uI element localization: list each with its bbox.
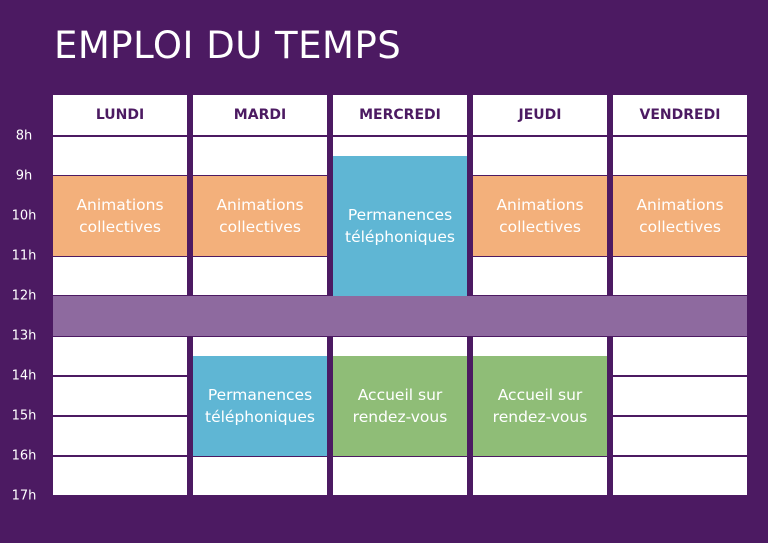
event: Animations collectives <box>613 176 747 256</box>
hour-line <box>193 495 327 497</box>
hour-line <box>53 135 187 137</box>
hour-line <box>613 375 747 377</box>
event: Animations collectives <box>193 176 327 256</box>
hour-line <box>53 415 187 417</box>
hour-line <box>193 255 327 257</box>
hour-line <box>613 335 747 337</box>
hour-label: 13h <box>11 328 37 344</box>
hour-line <box>473 455 607 457</box>
event: Animations collectives <box>53 176 187 256</box>
day-header: MERCREDI <box>359 107 441 123</box>
day-header: VENDREDI <box>639 107 721 123</box>
event: Accueil sur rendez-vous <box>333 356 467 456</box>
hour-line <box>333 335 467 337</box>
hour-line <box>333 455 467 457</box>
hour-label: 15h <box>11 408 37 424</box>
hour-line <box>613 495 747 497</box>
hour-label: 17h <box>11 488 37 504</box>
hour-line <box>613 415 747 417</box>
hour-line <box>613 255 747 257</box>
title: EMPLOI DU TEMPS <box>54 24 402 67</box>
hour-label: 9h <box>15 168 33 184</box>
hour-line <box>613 135 747 137</box>
hour-line <box>473 135 607 137</box>
hour-line <box>53 255 187 257</box>
hour-line <box>333 495 467 497</box>
hour-line <box>53 455 187 457</box>
hour-label: 16h <box>11 448 37 464</box>
hour-line <box>333 135 467 137</box>
event: Accueil sur rendez-vous <box>473 356 607 456</box>
hour-line <box>473 335 607 337</box>
hour-line <box>613 455 747 457</box>
hour-line <box>193 135 327 137</box>
hour-line <box>53 375 187 377</box>
hour-label: 11h <box>11 248 37 264</box>
hour-label: 10h <box>11 208 37 224</box>
event: Permanences téléphoniques <box>193 356 327 456</box>
break-band <box>53 296 747 336</box>
hour-line <box>53 335 187 337</box>
day-header: LUNDI <box>95 107 145 123</box>
day-header: MARDI <box>233 107 287 123</box>
hour-label: 12h <box>11 288 37 304</box>
hour-line <box>473 495 607 497</box>
hour-line <box>53 495 187 497</box>
hour-label: 8h <box>15 128 33 144</box>
hour-line <box>473 255 607 257</box>
event: Animations collectives <box>473 176 607 256</box>
hour-line <box>193 335 327 337</box>
day-header: JEUDI <box>518 107 562 123</box>
event: Permanences téléphoniques <box>333 156 467 296</box>
hour-label: 14h <box>11 368 37 384</box>
hour-line <box>193 455 327 457</box>
